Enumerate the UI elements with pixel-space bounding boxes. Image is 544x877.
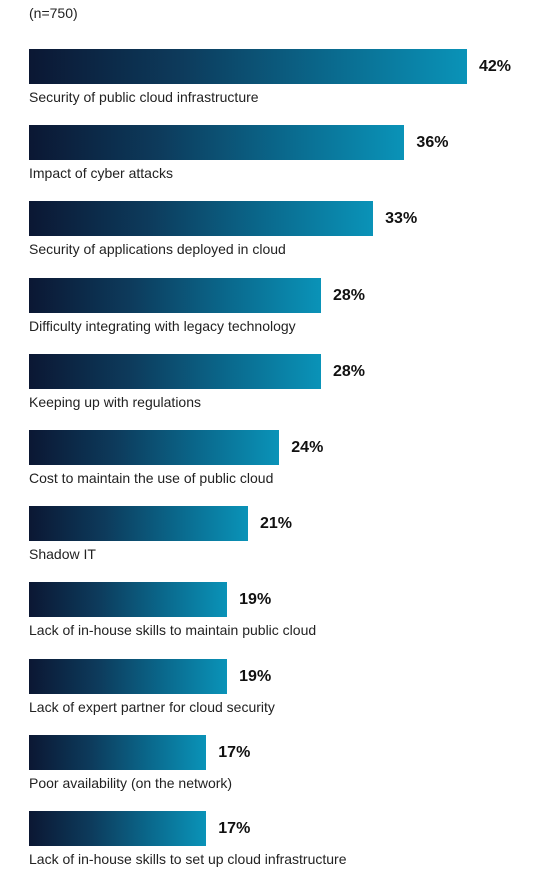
bar	[29, 582, 228, 618]
bar-row: 19% Lack of expert partner for cloud secu…	[29, 658, 539, 725]
category-label: Difficulty integrating with legacy techn…	[29, 317, 296, 334]
bar-value-label: 33%	[385, 210, 418, 228]
bar-row: 36% Impact of cyber attacks	[29, 125, 539, 191]
category-label: Lack of expert partner for cloud securit…	[29, 698, 275, 715]
bar	[29, 811, 207, 846]
category-label: Impact of cyber attacks	[29, 165, 173, 182]
bar	[29, 430, 280, 465]
category-label: Keeping up with regulations	[29, 393, 202, 410]
bar-value-label: 21%	[260, 515, 293, 533]
category-label: Lack of in-house skills to set up cloud …	[29, 851, 347, 867]
bar-row: 28% Difficulty integrating with legacy te…	[29, 277, 539, 344]
bar-value-label: 28%	[333, 362, 366, 380]
bar-row: 28% Keeping up with regulations	[29, 353, 539, 420]
bar-value-label: 28%	[333, 286, 366, 304]
bar-row: 24% Cost to maintain the use of public cl…	[29, 430, 539, 496]
bar-value-label: 19%	[239, 667, 272, 685]
category-label: Cost to maintain the use of public cloud	[29, 470, 274, 486]
bar	[29, 658, 228, 694]
bar-value-label: 36%	[416, 134, 449, 152]
bar	[29, 49, 467, 84]
bar	[29, 277, 321, 313]
bar	[29, 506, 248, 542]
bar-value-label: 24%	[291, 439, 324, 456]
category-label: Poor availability (on the network)	[29, 774, 233, 791]
bar-row: 17% Poor availability (on the network)	[29, 734, 539, 801]
bar-value-label: 17%	[218, 820, 251, 837]
bar	[29, 734, 207, 770]
bar-row: 21% Shadow IT	[29, 506, 539, 572]
bar	[29, 201, 374, 237]
bar-row: 33% Security of applications deployed in …	[29, 201, 539, 267]
category-label: Lack of in-house skills to maintain publ…	[29, 622, 317, 639]
bar-row: 19% Lack of in-house skills to maintain p…	[29, 582, 539, 648]
bar-row: 17% Lack of in-house skills to set up clo…	[29, 811, 539, 877]
bar-value-label: 17%	[218, 743, 251, 761]
chart-subtitle: (n=750)	[29, 5, 78, 21]
bar	[29, 353, 321, 389]
bar-row: 42% Security of public cloud infrastructu…	[29, 49, 539, 115]
bar-value-label: 42%	[479, 58, 512, 75]
category-label: Security of applications deployed in clo…	[29, 241, 286, 258]
bar-value-label: 19%	[239, 591, 272, 609]
category-label: Shadow IT	[29, 546, 96, 563]
category-label: Security of public cloud infrastructure	[29, 89, 259, 105]
bar	[29, 125, 405, 161]
